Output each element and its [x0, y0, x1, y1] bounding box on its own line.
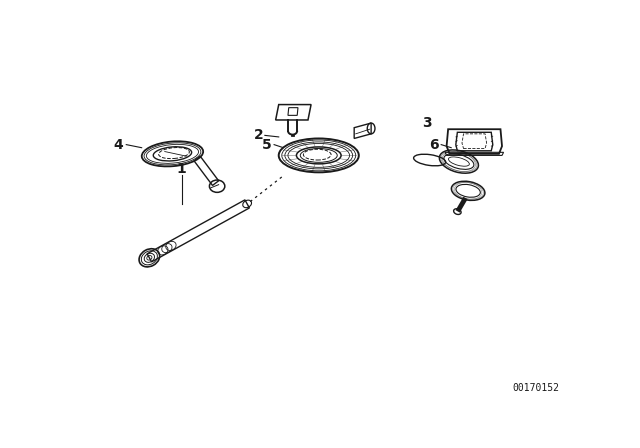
Text: 4: 4 [114, 138, 124, 151]
Text: 2: 2 [254, 129, 264, 142]
Text: 5: 5 [262, 138, 271, 151]
Text: 00170152: 00170152 [512, 383, 559, 392]
Text: 3: 3 [422, 116, 431, 130]
Text: 1: 1 [177, 162, 187, 176]
Text: 6: 6 [429, 138, 438, 151]
